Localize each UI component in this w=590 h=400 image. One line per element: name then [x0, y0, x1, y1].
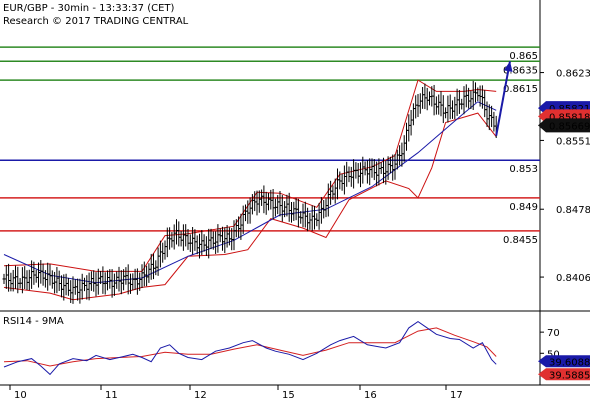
price-tick-label: 0.8623 [556, 69, 590, 80]
rsi-ma-line [3, 327, 497, 367]
rsi-badge [538, 355, 590, 368]
price-panel: 0.865 0.8635 0.8615 0.853 0.849 0.8455 0.8623… [0, 0, 590, 312]
price-badge-label: 0.85818 [549, 112, 590, 123]
rsi-tick-label: 50 [547, 349, 560, 360]
level-label: 0.849 [509, 202, 538, 213]
projection-arrowhead [503, 61, 513, 72]
rsi-badge-label: 39.6088 [549, 357, 590, 368]
price-axis: 0.8623 0.8551 0.8478 0.8406 [540, 69, 590, 284]
instrument-label: EUR/GBP - 30min - 13:33:37 (CET) [3, 3, 175, 14]
credit-label: Research © 2017 TRADING CENTRAL [3, 16, 189, 27]
level-label: 0.8635 [503, 65, 538, 76]
rsi-line [3, 320, 497, 376]
projection-line [495, 61, 511, 136]
rsi-tick-label: 70 [547, 328, 560, 339]
rsi-title: RSI14 - 9MA [3, 316, 64, 327]
level-label: 0.8615 [503, 84, 538, 95]
level-label: 0.8455 [503, 235, 538, 246]
rsi-lines [3, 320, 497, 376]
level-label: 0.865 [509, 51, 538, 62]
price-tick-label: 0.8551 [556, 136, 590, 147]
support-resistance-levels: 0.865 0.8635 0.8615 0.853 0.849 0.8455 [0, 46, 540, 246]
chart-header: EUR/GBP - 30min - 13:33:37 (CET) Researc… [3, 3, 189, 27]
level-label: 0.853 [509, 164, 538, 175]
time-tick-label: 17 [450, 390, 463, 400]
time-tick-label: 12 [194, 390, 207, 400]
time-tick-label: 15 [282, 390, 295, 400]
time-axis: 10 11 12 15 16 17 [9, 385, 463, 400]
rsi-badges: 39.6088 39.5885 [538, 355, 590, 381]
time-tick-label: 10 [14, 390, 27, 400]
bollinger-lower-line [3, 112, 497, 301]
rsi-badge [538, 368, 590, 381]
time-tick-label: 11 [105, 390, 118, 400]
price-badge-label: 0.85669 [549, 121, 590, 132]
time-tick-label: 16 [364, 390, 377, 400]
rsi-badge-label: 39.5885 [549, 370, 590, 381]
price-tick-label: 0.8406 [556, 273, 590, 284]
price-badge [538, 118, 590, 133]
price-candles [2, 80, 498, 304]
projection-arrow [495, 61, 513, 136]
price-tick-label: 0.8478 [556, 205, 590, 216]
